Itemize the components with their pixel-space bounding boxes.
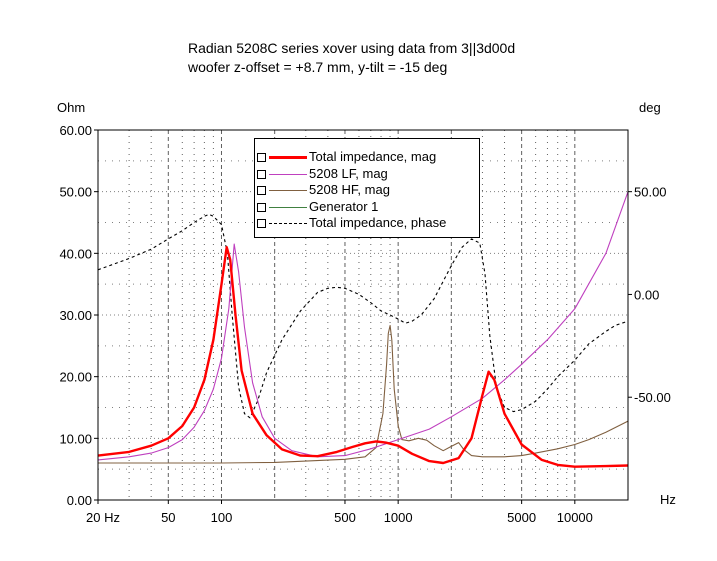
- legend-checkbox[interactable]: [257, 153, 266, 162]
- y-tick-label: 50.00: [59, 185, 92, 200]
- x-tick-label: 500: [334, 510, 356, 525]
- x-axis-label: Hz: [660, 492, 676, 507]
- legend-checkbox[interactable]: [257, 170, 266, 179]
- y-tick-label: 30.00: [59, 308, 92, 323]
- legend-swatch: [269, 156, 307, 159]
- y-right-tick-label: 50.00: [634, 185, 667, 200]
- legend: Total impedance, mag 5208 LF, mag 5208 H…: [254, 138, 480, 238]
- legend-label: 5208 HF, mag: [309, 182, 390, 197]
- x-tick-label: 5000: [507, 510, 536, 525]
- grid: [97, 129, 629, 501]
- y-axis-right-label: deg: [639, 100, 661, 115]
- tick-labels: 0.00 10.00 20.00 30.00 40.00 50.00 60.00 50.00 0…: [59, 123, 670, 525]
- y-tick-label: 20.00: [59, 370, 92, 385]
- y-right-tick-label: -50.00: [634, 390, 671, 405]
- series-lines: [97, 191, 629, 468]
- x-tick-label: 50: [161, 510, 175, 525]
- legend-checkbox[interactable]: [257, 219, 266, 228]
- legend-swatch: [269, 207, 307, 208]
- series-line-1: [97, 191, 629, 461]
- legend-checkbox[interactable]: [257, 186, 266, 195]
- plot-frame: [97, 129, 629, 501]
- y-tick-label: 40.00: [59, 246, 92, 261]
- x-tick-label: 100: [211, 510, 233, 525]
- x-tick-label: 10000: [557, 510, 593, 525]
- chart-subtitle: woofer z-offset = +8.7 mm, y-tilt = -15 …: [188, 59, 448, 75]
- legend-checkbox[interactable]: [257, 203, 266, 212]
- x-tick-label: 20 Hz: [86, 510, 120, 525]
- y-tick-label: 60.00: [59, 123, 92, 138]
- legend-label: 5208 LF, mag: [309, 166, 388, 181]
- chart-title: Radian 5208C series xover using data fro…: [188, 40, 516, 56]
- legend-label: Total impedance, mag: [309, 149, 437, 164]
- series-line-4: [97, 213, 629, 419]
- legend-swatch: [269, 223, 307, 224]
- legend-swatch: [269, 174, 307, 175]
- x-tick-label: 1000: [384, 510, 413, 525]
- y-axis-left-label: Ohm: [57, 100, 86, 115]
- y-tick-label: 0.00: [67, 493, 92, 508]
- legend-label: Total impedance, phase: [309, 215, 447, 230]
- y-right-tick-label: 0.00: [634, 287, 659, 302]
- series-line-0: [97, 246, 629, 468]
- series-line-2: [98, 324, 629, 464]
- y-tick-label: 10.00: [59, 431, 92, 446]
- legend-label: Generator 1: [309, 199, 379, 214]
- legend-swatch: [269, 190, 307, 191]
